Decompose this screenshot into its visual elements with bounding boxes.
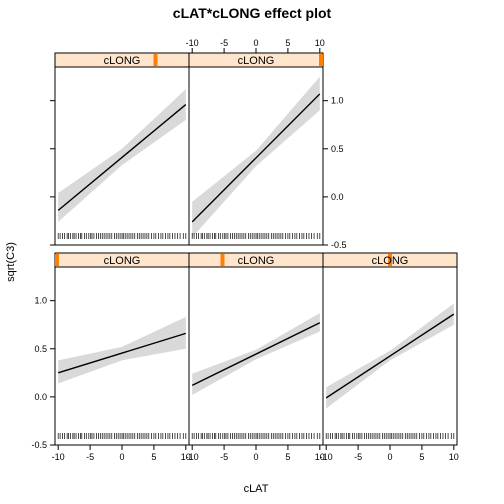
fit-line [191,322,321,386]
strip-marker [220,254,225,266]
y-axis-label: sqrt(C3) [5,242,17,282]
panel-frame [188,66,324,246]
strip-marker [319,54,323,66]
y-tick-label: -0.5 [31,440,47,450]
x-tick-label: -5 [220,38,228,48]
rug [325,433,455,439]
x-tick-label: 10 [315,452,325,462]
x-tick-label: 5 [151,452,156,462]
y-tick-label: 0.0 [331,192,344,202]
fit-line [57,332,187,374]
strip-label: cLONG [104,55,141,67]
rug [57,233,187,239]
strip-label: cLONG [372,255,409,267]
confidence-band [58,317,186,384]
fit-line [191,93,321,223]
chart-title: cLAT*cLONG effect plot [173,5,332,21]
x-tick-label: -10 [52,452,65,462]
fit-line [57,103,187,211]
x-tick-label: -5 [220,452,228,462]
x-tick-label: 0 [387,452,392,462]
x-tick-label: -5 [354,452,362,462]
y-tick-label: 1.0 [331,96,344,106]
strip-marker [388,254,392,266]
y-tick-label: 0.5 [34,344,47,354]
x-tick-label: 0 [119,452,124,462]
strip-label: cLONG [238,255,275,267]
x-tick-label: 0 [253,38,258,48]
panel-grid: cLONG cLONG cLONG cLONG cLONG [54,52,458,446]
x-tick-label: 5 [419,452,424,462]
x-tick-label: 0 [253,452,258,462]
rug [57,433,187,439]
panel-4: cLONG [188,252,324,446]
panel-1: cLONG [54,52,190,246]
y-tick-label: 1.0 [34,296,47,306]
strip-label: cLONG [104,255,141,267]
x-tick-label: 10 [315,38,325,48]
x-tick-label: 10 [181,452,191,462]
x-tick-label: 5 [285,38,290,48]
strip-label: cLONG [238,55,275,67]
fit-line [325,313,455,399]
panel-2: cLONG [188,52,324,246]
x-tick-label: -10 [186,38,199,48]
x-tick-label: 10 [449,452,459,462]
x-tick-label: -10 [320,452,333,462]
rug [191,233,321,239]
confidence-band [58,89,186,222]
panel-3: cLONG [54,252,190,446]
axes: -10 -5 0 5 10-10 -5 0 5 10-10 -5 0 5 10-10 -5 0 5 10-0.5… [31,38,458,462]
x-tick-label: 5 [285,452,290,462]
rug [191,433,321,439]
x-tick-label: -10 [186,452,199,462]
y-tick-label: 0.5 [331,144,344,154]
strip-marker [153,54,158,66]
x-axis-label: cLAT [244,483,269,495]
y-tick-label: -0.5 [331,240,347,250]
strip-marker [55,254,59,266]
y-tick-label: 0.0 [34,392,47,402]
x-tick-label: -5 [86,452,94,462]
panel-5: cLONG [322,252,458,446]
